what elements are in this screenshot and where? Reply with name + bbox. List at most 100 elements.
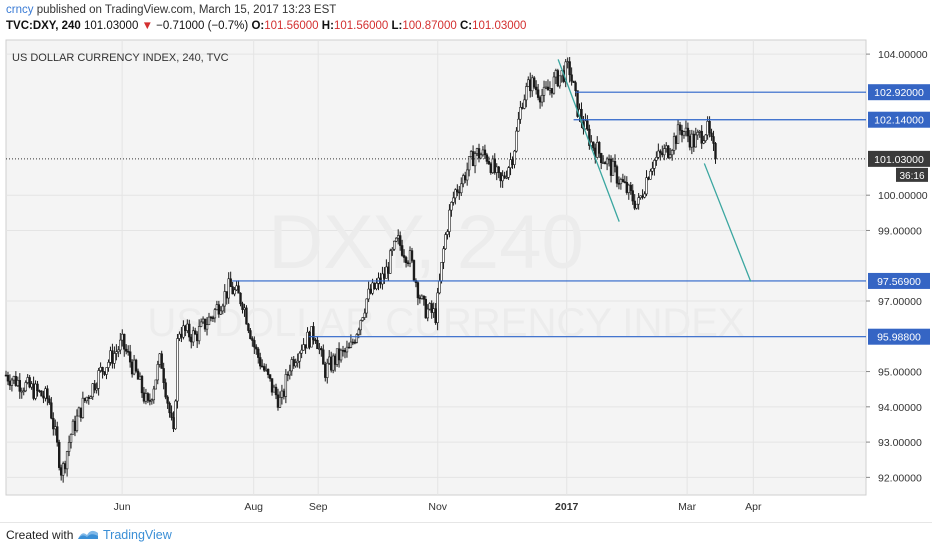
candle-body — [247, 323, 250, 331]
candle-body — [365, 298, 368, 314]
candle-body — [531, 77, 534, 92]
candle-body — [586, 120, 589, 130]
candle-body — [65, 451, 69, 470]
candle-body — [529, 79, 532, 92]
candle-body — [274, 386, 278, 396]
candle-body — [483, 149, 487, 156]
candle-body — [201, 318, 205, 323]
candle-body — [633, 200, 636, 209]
candle-body — [26, 377, 29, 383]
plot-frame — [5, 39, 867, 496]
candle-body — [357, 329, 360, 335]
candle-body — [568, 61, 571, 76]
candle-body — [501, 175, 504, 182]
candle-body — [154, 379, 157, 390]
candle-body — [103, 371, 106, 375]
candle-body — [641, 195, 644, 198]
candle-body — [292, 359, 295, 367]
candle-body — [308, 331, 311, 348]
candle-body — [71, 420, 75, 435]
level-price-label: 95.98800 — [877, 332, 921, 344]
candle-body — [302, 344, 305, 351]
candle-body — [270, 378, 274, 393]
candle-body — [359, 320, 362, 331]
candle-body — [219, 310, 223, 315]
candle-body — [93, 383, 96, 391]
candle-body — [517, 118, 520, 132]
candle-body — [32, 383, 35, 399]
candle-body — [615, 166, 619, 184]
candle-body — [706, 121, 709, 136]
candle-body — [227, 278, 230, 299]
candle-body — [304, 344, 307, 349]
candle-body — [95, 388, 98, 391]
candle-body — [702, 140, 705, 144]
candle-body — [682, 131, 686, 136]
candle-body — [115, 351, 118, 354]
candle-body — [666, 145, 670, 158]
x-tick-label: Apr — [745, 501, 762, 513]
candle-body — [371, 282, 374, 294]
level-price-label: 102.14000 — [874, 115, 924, 127]
y-tick-label: 99.00000 — [878, 225, 922, 237]
candle-body — [694, 134, 697, 148]
candle-body — [491, 158, 494, 173]
chart-header: crncy published on TradingView.com, Marc… — [6, 2, 906, 38]
candle-body — [333, 355, 337, 365]
candle-body — [61, 463, 65, 476]
candle-body — [460, 183, 463, 194]
tradingview-brand-link[interactable]: TradingView — [103, 528, 172, 542]
countdown-tag — [896, 167, 928, 182]
candle-body — [661, 152, 664, 156]
candle-body — [243, 307, 246, 310]
candle-body — [14, 376, 18, 386]
chart-svg[interactable]: DXY, 240 US DOLLAR CURRENCY INDEX 102.920… — [0, 0, 932, 522]
candle-body — [142, 392, 146, 402]
candle-body — [144, 393, 148, 402]
candle-body — [296, 360, 299, 364]
candle-body — [420, 295, 424, 299]
tradingview-logo-icon[interactable] — [76, 527, 100, 548]
candle-body — [44, 388, 47, 399]
candle-body — [172, 417, 175, 430]
candle-body — [410, 250, 414, 261]
candle-body — [436, 292, 439, 324]
candle-body — [674, 136, 678, 144]
y-tick-label: 97.00000 — [878, 296, 922, 308]
author-link[interactable]: crncy — [6, 4, 34, 16]
candle-body — [215, 304, 219, 310]
candle-body — [121, 333, 124, 341]
candle-body — [150, 399, 154, 402]
candle-body — [462, 175, 465, 185]
candle-body — [657, 150, 660, 158]
candle-body — [523, 99, 526, 109]
candle-body — [546, 86, 550, 91]
candle-body — [649, 170, 652, 180]
candle-body — [205, 324, 209, 330]
candle-body — [566, 61, 569, 63]
candle-body — [617, 182, 621, 185]
candle-body — [63, 463, 67, 470]
candle-body — [335, 348, 339, 365]
candle-body — [406, 262, 410, 264]
candle-body — [294, 362, 297, 367]
candle-body — [343, 349, 347, 353]
candle-body — [690, 133, 694, 148]
candle-body — [668, 154, 672, 158]
candle-body — [166, 396, 169, 404]
candle-body — [477, 148, 481, 159]
candle-body — [564, 61, 567, 82]
candle-body — [67, 442, 71, 452]
candle-body — [700, 130, 703, 144]
candle-body — [195, 333, 199, 342]
candle-body — [314, 339, 317, 342]
candle-body — [481, 149, 485, 156]
candle-body — [233, 289, 236, 295]
candle-body — [554, 70, 558, 78]
level-price-tag — [868, 111, 930, 128]
candle-body — [355, 334, 359, 343]
level-price-tag — [868, 272, 930, 289]
candle-body — [276, 394, 280, 408]
candle-body — [525, 86, 528, 101]
